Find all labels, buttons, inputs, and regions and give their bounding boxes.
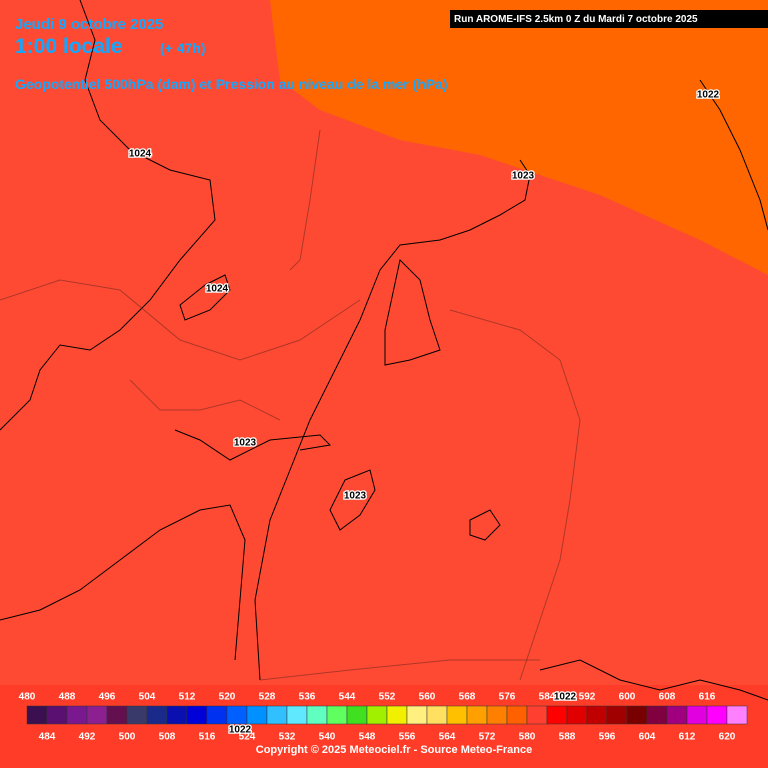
legend-label: 480 (19, 692, 36, 703)
legend-label: 608 (659, 692, 676, 703)
legend-label: 592 (579, 692, 596, 703)
legend-swatch (26, 705, 48, 725)
legend-swatch (86, 705, 108, 725)
legend-label: 504 (139, 692, 156, 703)
legend-swatch (146, 705, 168, 725)
date: Jeudi 9 octobre 2025 (15, 16, 163, 33)
contour-label: 1023 (234, 438, 257, 449)
legend-label: 612 (679, 732, 696, 743)
legend-swatch (646, 705, 668, 725)
legend-label: 492 (79, 732, 96, 743)
legend-swatch (126, 705, 148, 725)
run: Run AROME-IFS 2.5km 0 Z du Mardi 7 octob… (454, 14, 698, 25)
geopotential-band (270, 0, 768, 275)
legend-label: 604 (639, 732, 656, 743)
legend-swatch (266, 705, 288, 725)
legend-swatch (286, 705, 308, 725)
legend-label: 596 (599, 732, 616, 743)
contour-label: 1023 (512, 171, 535, 182)
legend-label: 600 (619, 692, 636, 703)
legend-label: 620 (719, 732, 736, 743)
legend-swatch (66, 705, 88, 725)
legend-label: 512 (179, 692, 196, 703)
lead-time: (+ 47h) (160, 40, 206, 56)
legend-swatch (46, 705, 68, 725)
legend-swatch (346, 705, 368, 725)
legend-label: 572 (479, 732, 496, 743)
legend-swatch (246, 705, 268, 725)
parameter: Geopotentiel 500hPa (dam) et Pression au… (15, 76, 448, 92)
legend-label: 564 (439, 732, 456, 743)
legend-swatch (386, 705, 408, 725)
contour-label: 1024 (129, 149, 152, 160)
legend-label: 488 (59, 692, 76, 703)
legend-swatch (406, 705, 428, 725)
legend-label: 528 (259, 692, 276, 703)
legend-label: 500 (119, 732, 136, 743)
legend-label: 552 (379, 692, 396, 703)
legend-swatch (526, 705, 548, 725)
legend-swatch (206, 705, 228, 725)
contour-label: 1022 (229, 725, 252, 736)
legend-label: 532 (279, 732, 296, 743)
legend-label: 584 (539, 692, 556, 703)
legend: 480 484 488 492 496 500 504 508 512 516 520 524 528 5… (19, 692, 748, 743)
legend-label: 616 (699, 692, 716, 703)
legend-background (0, 685, 768, 768)
legend-swatch (466, 705, 488, 725)
legend-swatch (446, 705, 468, 725)
legend-label: 556 (399, 732, 416, 743)
legend-label: 524 (239, 732, 256, 743)
legend-swatch (566, 705, 588, 725)
legend-swatch (306, 705, 328, 725)
legend-label: 560 (419, 692, 436, 703)
legend-swatch (166, 705, 188, 725)
legend-label: 576 (499, 692, 516, 703)
legend-swatch (186, 705, 208, 725)
contour-labels: 1024 1024 1023 1022 1023 1023 1022 1022 (128, 88, 721, 737)
legend-swatch (486, 705, 508, 725)
legend-swatch (686, 705, 708, 725)
contour-label: 1022 (697, 90, 720, 101)
legend-swatch (546, 705, 568, 725)
legend-swatch (226, 705, 248, 725)
legend-label: 540 (319, 732, 336, 743)
legend-swatch (426, 705, 448, 725)
legend-label: 568 (459, 692, 476, 703)
legend-label: 520 (219, 692, 236, 703)
legend-label: 516 (199, 732, 216, 743)
contour-label: 1024 (206, 284, 229, 295)
legend-label: 548 (359, 732, 376, 743)
legend-label: 588 (559, 732, 576, 743)
legend-swatch (506, 705, 528, 725)
legend-label: 508 (159, 732, 176, 743)
legend-swatch (666, 705, 688, 725)
legend-swatch (626, 705, 648, 725)
legend-swatch (106, 705, 128, 725)
borders (0, 129, 581, 681)
legend-swatch (606, 705, 628, 725)
contour-label: 1022 (554, 692, 577, 703)
legend-label: 544 (339, 692, 356, 703)
legend-swatch (586, 705, 608, 725)
run-box (450, 10, 768, 28)
copyright: Copyright © 2025 Meteociel.fr - Source M… (256, 744, 532, 756)
legend-swatch (366, 705, 388, 725)
legend-label: 580 (519, 732, 536, 743)
legend-label: 536 (299, 692, 316, 703)
time: 1:00 locale (15, 35, 122, 58)
legend-swatch (326, 705, 348, 725)
legend-swatch (706, 705, 728, 725)
legend-label: 496 (99, 692, 116, 703)
contour-label: 1023 (344, 491, 367, 502)
legend-label: 484 (39, 732, 56, 743)
legend-swatch (726, 705, 748, 725)
coastlines (0, 0, 768, 701)
